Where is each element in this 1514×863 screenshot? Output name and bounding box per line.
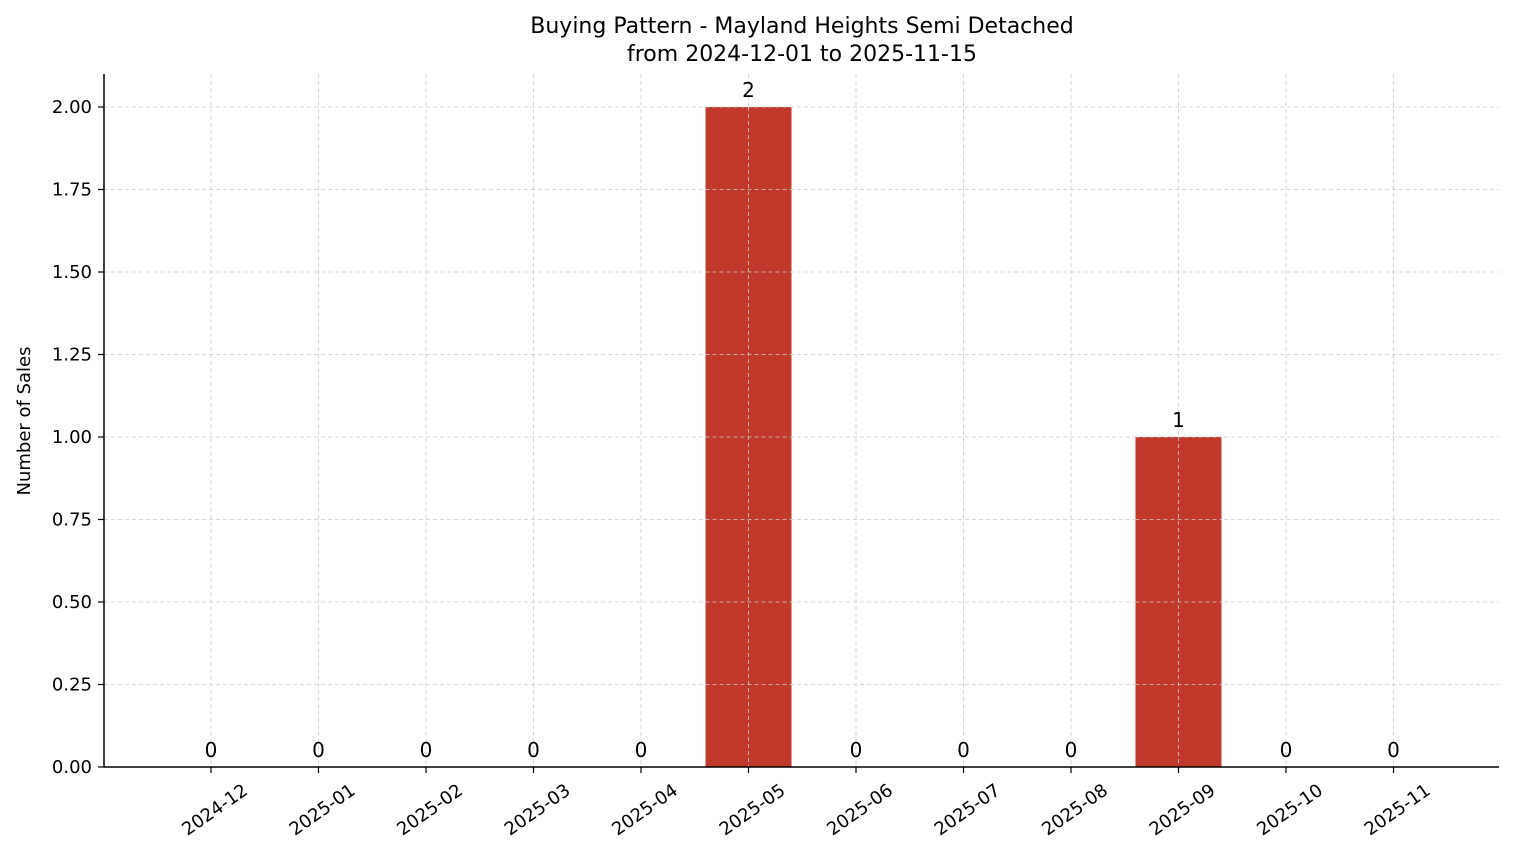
- value-labels: 0 0 0 0 0 2 0 0 0 1 0 0: [205, 78, 1400, 762]
- chart-subtitle: from 2024-12-01 to 2025-11-15: [627, 42, 977, 67]
- y-tick-label: 0.75: [52, 510, 92, 531]
- x-tick-label: 2025-11: [1361, 780, 1435, 840]
- x-tick-label: 2025-06: [823, 780, 897, 840]
- y-tick-label: 1.25: [52, 345, 92, 366]
- x-tick-label: 2025-03: [501, 780, 575, 840]
- chart-title: Buying Pattern - Mayland Heights Semi De…: [530, 14, 1073, 39]
- value-label-2025-04: 0: [635, 738, 648, 762]
- y-tick-label: 0.25: [52, 675, 92, 696]
- value-label-2025-07: 0: [957, 738, 970, 762]
- value-label-2025-02: 0: [420, 738, 433, 762]
- value-label-2025-03: 0: [527, 738, 540, 762]
- y-axis-label: Number of Sales: [14, 346, 35, 495]
- y-tick-label: 1.50: [52, 262, 92, 283]
- value-label-2025-05: 2: [742, 78, 755, 102]
- x-tick-label: 2025-10: [1253, 780, 1327, 840]
- grid-lines: [104, 74, 1499, 768]
- x-tick-label: 2025-08: [1038, 780, 1112, 840]
- bars: [705, 106, 1222, 768]
- x-tick-label: 2024-12: [178, 780, 252, 840]
- x-tick-label: 2025-01: [286, 780, 360, 840]
- y-tick-label: 1.75: [52, 180, 92, 201]
- value-label-2025-11: 0: [1387, 738, 1400, 762]
- y-tick-label: 2.00: [52, 97, 92, 118]
- value-label-2025-10: 0: [1280, 738, 1293, 762]
- value-label-2025-08: 0: [1065, 738, 1078, 762]
- value-label-2025-09: 1: [1172, 408, 1185, 432]
- x-tick-label: 2025-07: [931, 780, 1005, 840]
- value-label-2025-06: 0: [850, 738, 863, 762]
- x-tick-label: 2025-04: [608, 780, 682, 840]
- value-label-2025-01: 0: [312, 738, 325, 762]
- x-tick-label: 2025-02: [393, 780, 467, 840]
- y-tick-label: 0.50: [52, 592, 92, 613]
- x-tick-label: 2025-05: [716, 780, 790, 840]
- y-tick-label: 0.00: [52, 757, 92, 778]
- y-tick-label: 1.00: [52, 427, 92, 448]
- value-label-2024-12: 0: [205, 738, 218, 762]
- x-tick-label: 2025-09: [1146, 780, 1220, 840]
